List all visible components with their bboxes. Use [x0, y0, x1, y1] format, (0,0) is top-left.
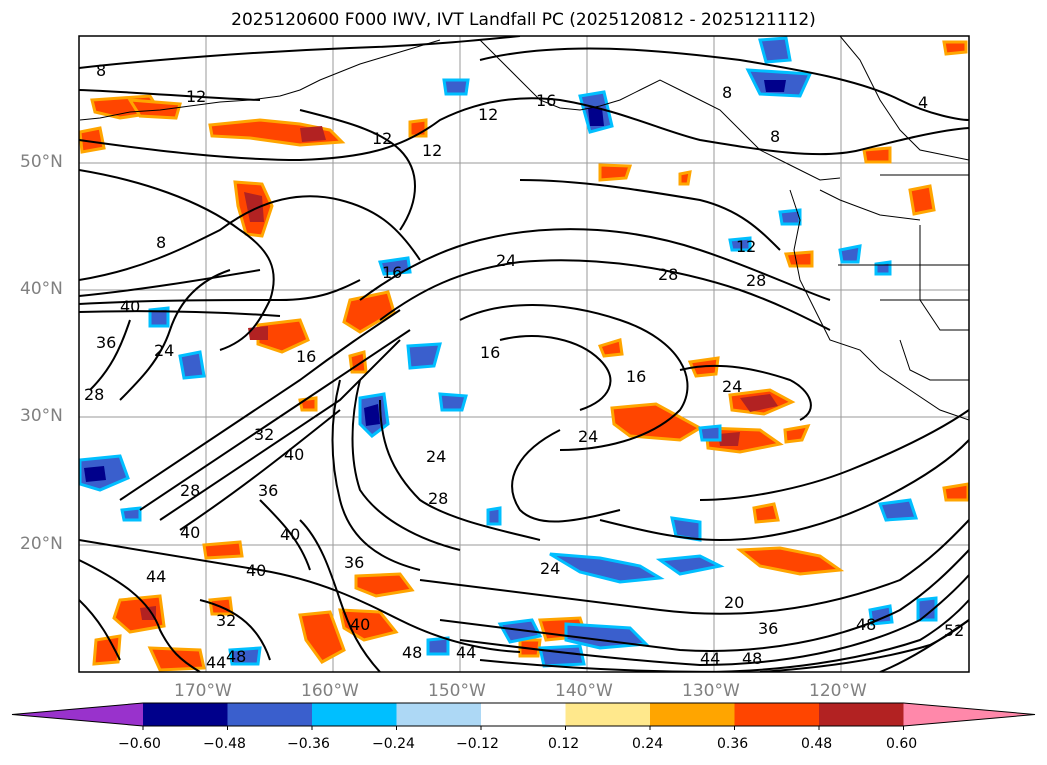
contour-label: 20: [724, 593, 744, 612]
contour-label: 12: [422, 141, 442, 160]
contour-label: 12: [478, 105, 498, 124]
contour-label: 36: [258, 481, 278, 500]
contour-label: 16: [536, 91, 556, 110]
contour-label: 36: [344, 553, 364, 572]
colorbar-segment: [143, 703, 228, 726]
contour-label: 16: [296, 347, 316, 366]
colorbar-tick-label: 0.60: [886, 736, 918, 752]
lon-label: 130°W: [682, 681, 740, 701]
contour-label: 8: [96, 61, 106, 80]
contour-label: 24: [154, 341, 174, 360]
contour-label: 24: [496, 251, 516, 270]
contour-label: 4: [918, 93, 928, 112]
lon-label: 160°W: [301, 681, 359, 701]
lon-label: 150°W: [428, 681, 486, 701]
coastlines: [79, 36, 969, 421]
lat-label: 20°N: [20, 534, 63, 554]
colorbar-extend-high: [903, 703, 1035, 726]
colorbar-tick-label: −0.48: [203, 736, 246, 752]
contour-label: 16: [480, 343, 500, 362]
colorbar-tick-label: −0.12: [456, 736, 499, 752]
contour-label: 48: [226, 647, 246, 666]
contour-label: 48: [742, 649, 762, 668]
colorbar-segment: [565, 703, 651, 726]
lat-label: 50°N: [20, 152, 63, 172]
iwv-contours: [79, 36, 969, 672]
colorbar: [11, 702, 1036, 730]
colorbar-tick-label: 0.12: [548, 736, 580, 752]
contour-label: 24: [426, 447, 446, 466]
contour-label: 44: [146, 567, 166, 586]
contour-label: 40: [246, 561, 266, 580]
contour-label: 44: [700, 649, 720, 668]
contour-label: 12: [736, 237, 756, 256]
contour-label: 44: [456, 643, 476, 662]
contour-label: 24: [540, 559, 560, 578]
colorbar-segment: [734, 703, 820, 726]
contour-label: 52: [944, 621, 964, 640]
contour-label: 40: [284, 445, 304, 464]
contour-label: 28: [428, 489, 448, 508]
colorbar-tick-label: 0.36: [717, 736, 749, 752]
contour-label: 40: [280, 525, 300, 544]
map-title: 2025120600 F000 IWV, IVT Landfall PC (20…: [231, 10, 816, 30]
contour-label-group: 8 12 12 12 16 12 8 4 8 8 16 24 12 28 28 …: [84, 61, 964, 672]
contour-label: 24: [578, 427, 598, 446]
contour-label: 28: [180, 481, 200, 500]
colorbar-extend-low: [12, 703, 143, 726]
contour-label: 8: [156, 233, 166, 252]
colorbar-segment: [481, 703, 566, 726]
contour-label: 8: [770, 127, 780, 146]
colorbar-tick-label: −0.36: [287, 736, 330, 752]
colorbar-segment: [312, 703, 397, 726]
colorbar-tick-label: −0.60: [118, 736, 161, 752]
contour-label: 36: [758, 619, 778, 638]
contour-label: 12: [372, 129, 392, 148]
lon-label: 120°W: [809, 681, 867, 701]
contour-label: 28: [658, 265, 678, 284]
contour-label: 36: [96, 333, 116, 352]
lon-label: 140°W: [555, 681, 613, 701]
anomaly-fills: [79, 36, 969, 672]
contour-label: 44: [206, 653, 226, 672]
colorbar-segment: [396, 703, 482, 726]
contour-label: 16: [382, 263, 402, 282]
colorbar-tick-label: −0.24: [372, 736, 415, 752]
colorbar-tick-label: 0.48: [801, 736, 833, 752]
contour-label: 12: [186, 87, 206, 106]
lat-label: 40°N: [20, 279, 63, 299]
contour-label: 48: [402, 643, 422, 662]
contour-label: 28: [84, 385, 104, 404]
colorbar-tick-label: 0.24: [632, 736, 664, 752]
lon-label: 170°W: [174, 681, 232, 701]
contour-label: 16: [626, 367, 646, 386]
contour-label: 40: [120, 297, 140, 316]
contour-label: 48: [856, 615, 876, 634]
colorbar-segment: [819, 703, 904, 726]
colorbar-segment: [227, 703, 313, 726]
contour-label: 8: [722, 83, 732, 102]
map-content: 8 12 12 12 16 12 8 4 8 8 16 24 12 28 28 …: [79, 36, 969, 672]
map-frame: [78, 35, 970, 673]
colorbar-segment: [650, 703, 735, 726]
contour-label: 24: [722, 377, 742, 396]
contour-label: 40: [350, 615, 370, 634]
contour-label: 28: [746, 271, 766, 290]
lat-label: 30°N: [20, 406, 63, 426]
contour-label: 32: [216, 611, 236, 630]
contour-label: 32: [254, 425, 274, 444]
contour-label: 40: [180, 523, 200, 542]
